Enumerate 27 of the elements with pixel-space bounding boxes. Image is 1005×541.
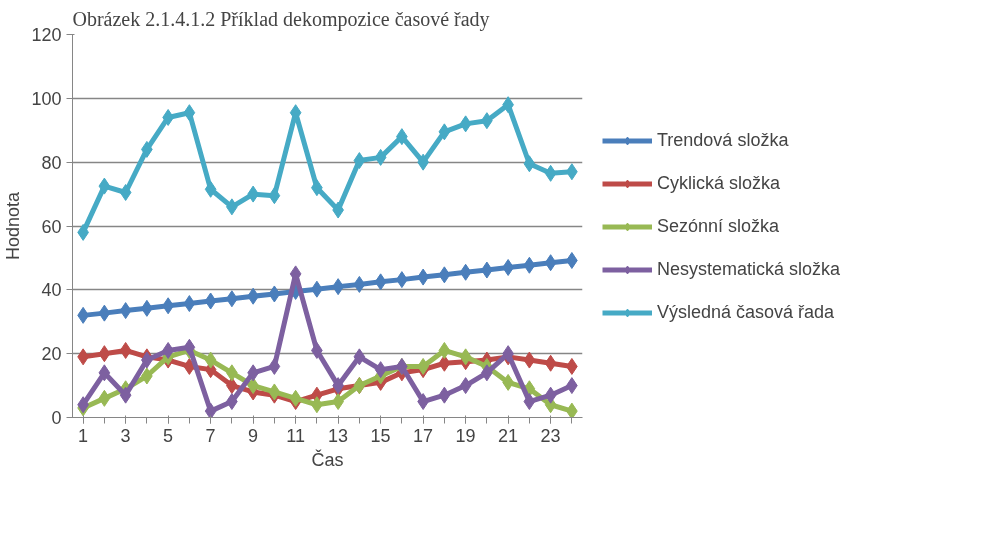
x-tick-label: 13 (328, 425, 349, 446)
y-tick-label: 40 (41, 280, 62, 301)
x-tick-label: 9 (248, 425, 259, 446)
x-tick-label: 15 (370, 425, 391, 446)
y-tick-label: 80 (41, 152, 62, 173)
legend-label: Výsledná časová řada (657, 301, 835, 323)
y-tick-label: 20 (41, 344, 62, 365)
legend-label: Sezónní složka (657, 215, 780, 237)
x-tick-label: 3 (120, 425, 131, 446)
x-tick-label: 19 (455, 425, 476, 446)
x-tick-label: 7 (205, 425, 216, 446)
x-tick-label: 5 (163, 425, 174, 446)
x-tick-label: 23 (540, 425, 561, 446)
x-axis-title: Čas (311, 448, 344, 470)
y-tick-label: 120 (31, 25, 62, 45)
legend-label: Trendová složka (657, 129, 789, 151)
y-axis-title: Hodnota (3, 190, 24, 261)
x-tick-label: 21 (498, 425, 519, 446)
x-tick-label: 17 (413, 425, 434, 446)
legend-label: Nesystematická složka (657, 258, 841, 280)
y-tick-label: 0 (51, 408, 62, 428)
x-tick-label: 11 (286, 425, 305, 446)
y-tick-label: 60 (41, 216, 62, 237)
y-tick-label: 100 (31, 88, 62, 109)
legend-label: Cyklická složka (657, 172, 781, 194)
x-tick-label: 1 (78, 425, 89, 446)
chart-title: Obrázek 2.1.4.1.2 Příklad dekompozice časové řady (72, 7, 490, 31)
